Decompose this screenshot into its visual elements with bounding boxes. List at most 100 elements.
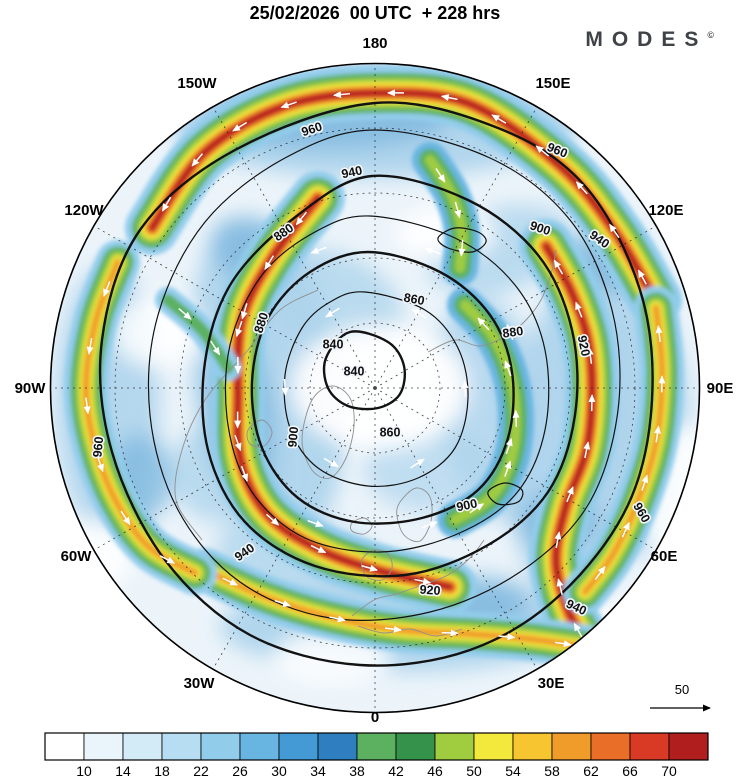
wind-arrow <box>461 380 469 398</box>
lon-label-30e: 30E <box>538 675 565 692</box>
wind-arrow <box>504 360 512 377</box>
coastline <box>351 539 485 617</box>
wind-arrow <box>178 308 192 320</box>
contour-label: 860 <box>380 425 401 439</box>
wind-arrow <box>307 520 324 528</box>
wind-arrow <box>553 259 564 275</box>
jet-band <box>149 90 658 303</box>
coastlines <box>174 249 557 637</box>
lon-label-0: 0 <box>371 709 379 726</box>
colorbar-cell <box>668 732 709 761</box>
colorbar-tick-labels: 10 14 18 22 26 30 34 38 42 46 50 54 58 62 66 70 <box>76 763 677 779</box>
wind-arrow <box>161 196 172 212</box>
wind-arrow <box>491 114 507 124</box>
colorbar-cell <box>590 732 631 761</box>
colorbar-tick-label: 34 <box>310 763 326 779</box>
wind-arrow <box>586 346 594 364</box>
lon-label-120e: 120E <box>648 202 683 219</box>
wind-arrow <box>410 458 425 469</box>
wind-arrow <box>222 577 239 586</box>
colorbar-tick-label: 38 <box>349 763 365 779</box>
coastline <box>350 517 373 535</box>
wind-arrow <box>505 437 513 455</box>
wind-arrow <box>609 223 620 239</box>
lon-label-90e: 90E <box>707 380 734 397</box>
contour-label: 900 <box>455 496 478 514</box>
colorbar-cell <box>44 732 85 761</box>
wind-arrow <box>573 622 583 638</box>
wind-arrow <box>159 555 176 564</box>
coastline <box>427 249 557 353</box>
wind-arrow <box>103 280 111 298</box>
lon-label-60e: 60E <box>651 548 678 565</box>
modes-logo: MODES© <box>585 28 714 52</box>
contour-line <box>224 215 550 553</box>
coastline <box>357 625 463 637</box>
lon-label-150w: 150W <box>177 75 217 92</box>
colorbar-tick-label: 62 <box>583 763 599 779</box>
wind-arrow <box>554 640 572 648</box>
wind-arrow <box>96 455 104 473</box>
copyright-icon: © <box>707 30 714 40</box>
colorbar-tick-label: 18 <box>154 763 170 779</box>
wind-arrow <box>654 425 661 443</box>
wind-arrow <box>575 181 588 195</box>
colorbar-tick-label: 30 <box>271 763 287 779</box>
colorbar-cell <box>239 732 280 761</box>
coastline <box>396 487 433 543</box>
colorbar-tick-label: 22 <box>193 763 209 779</box>
wind-arrow <box>325 307 340 318</box>
contour-line <box>250 250 515 525</box>
wind-arrow <box>424 247 441 255</box>
wind-arrow <box>191 153 204 167</box>
wind-arrow <box>120 510 131 526</box>
wind-arrow <box>469 503 485 514</box>
colorbar-cell <box>161 732 202 761</box>
contour-label: 880 <box>251 311 271 335</box>
colorbar-cell <box>83 732 124 761</box>
contour-label: 880 <box>502 324 525 341</box>
wind-arrow <box>240 465 248 482</box>
colorbar-tick-label: 54 <box>505 763 521 779</box>
wind-arrow <box>265 513 280 526</box>
contour-label: 920 <box>575 334 593 357</box>
lon-label-30w: 30W <box>184 675 216 692</box>
wind-arrow <box>240 303 248 320</box>
colorbar-cell <box>512 732 553 761</box>
wind-arrow <box>86 338 94 355</box>
wind-arrow <box>535 145 550 157</box>
chart-title: 25/02/2026 00 UTC + 228 hrs <box>249 3 501 23</box>
wind-arrow <box>264 255 275 271</box>
lon-label-180: 180 <box>362 35 387 52</box>
contour-label: 900 <box>285 426 301 448</box>
lon-label-120w: 120W <box>64 202 104 219</box>
map-boundary-circle <box>49 62 701 714</box>
contour-line <box>283 291 469 488</box>
colorbar-tick-label: 50 <box>466 763 482 779</box>
colorbar-tick-label: 42 <box>388 763 404 779</box>
contour-label: 860 <box>403 291 426 308</box>
wind-arrow <box>655 325 663 343</box>
wind-arrow <box>575 301 583 318</box>
contour-label: 940 <box>340 163 363 181</box>
wind-arrow <box>232 121 248 132</box>
wind-arrow <box>414 577 432 585</box>
contour-line <box>147 129 621 621</box>
wind-arrow <box>333 91 351 99</box>
graticule <box>51 64 699 712</box>
wind-arrow <box>210 340 221 356</box>
wind-arrow <box>554 531 562 549</box>
colorbar-cell <box>629 732 670 761</box>
contour-label: 960 <box>90 436 106 458</box>
wind-arrow <box>440 94 458 102</box>
wind-arrow <box>280 101 297 109</box>
wind-arrow <box>235 320 243 338</box>
contour-line <box>201 174 579 578</box>
wind-arrow <box>458 239 466 257</box>
contour-label: 920 <box>419 583 441 598</box>
colorbar-cell <box>200 732 241 761</box>
colorbar-cell <box>278 732 319 761</box>
coastline <box>174 289 319 541</box>
contour-line <box>437 227 487 253</box>
